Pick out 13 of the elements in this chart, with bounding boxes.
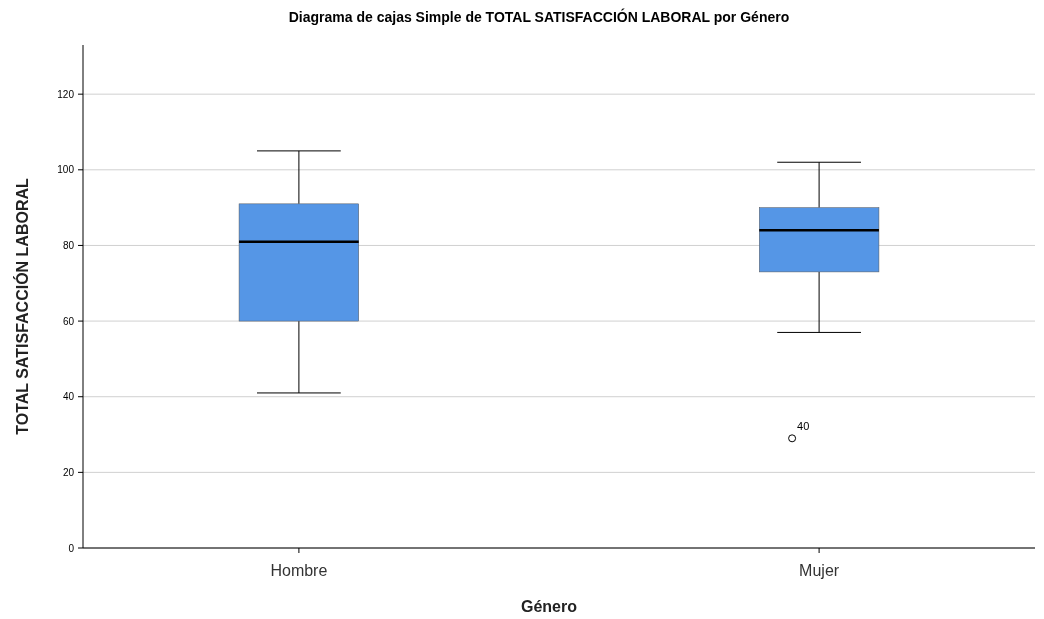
y-tick-label: 20	[62, 466, 75, 478]
chart-title: Diagrama de cajas Simple de TOTAL SATISFACCIÓN LABORAL por Género	[288, 8, 790, 25]
x-tick-label: Mujer	[799, 562, 840, 579]
y-axis-title: TOTAL SATISFACCIÓN LABORAL	[13, 177, 31, 435]
x-tick-label: Hombre	[270, 562, 328, 579]
annotation: 40	[797, 420, 810, 433]
y-tick-label: 0	[68, 542, 75, 554]
y-tick-label: 60	[62, 315, 75, 327]
y-tick-label: 80	[62, 239, 75, 251]
y-tick-label: 100	[57, 164, 75, 176]
x-axis-title: Género	[520, 598, 578, 615]
y-tick-label: 120	[57, 88, 75, 100]
y-tick-label: 40	[62, 391, 75, 403]
